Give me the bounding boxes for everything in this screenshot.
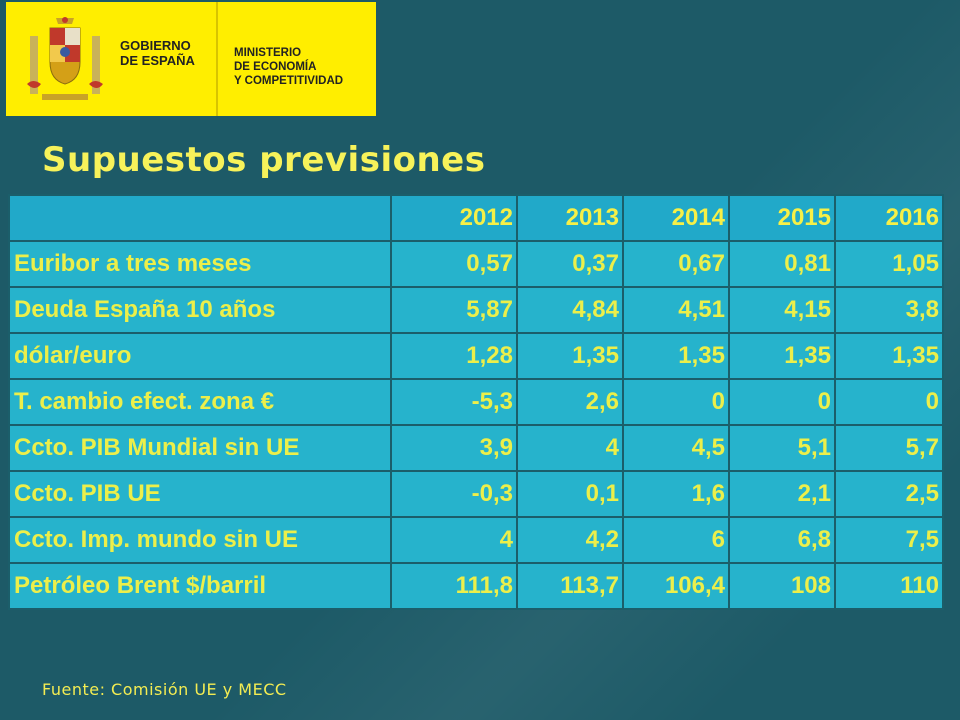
source-note: Fuente: Comisión UE y MECC bbox=[42, 680, 287, 699]
table-cell: 0 bbox=[622, 378, 730, 426]
table-cell: 1,05 bbox=[834, 240, 944, 288]
header-year: 2013 bbox=[516, 194, 624, 242]
ministerio-line-3: Y COMPETITIVIDAD bbox=[234, 75, 344, 87]
table-cell: 0,67 bbox=[622, 240, 730, 288]
header-year: 2015 bbox=[728, 194, 836, 242]
header-year: 2012 bbox=[390, 194, 518, 242]
table-cell: 3,9 bbox=[390, 424, 518, 472]
table-cell: 2,1 bbox=[728, 470, 836, 518]
row-label: dólar/euro bbox=[8, 332, 392, 380]
table-cell: 4,15 bbox=[728, 286, 836, 334]
table-cell: 0 bbox=[834, 378, 944, 426]
table-cell: 0 bbox=[728, 378, 836, 426]
table-cell: 2,5 bbox=[834, 470, 944, 518]
table-cell: 5,87 bbox=[390, 286, 518, 334]
gobierno-line-1: GOBIERNO bbox=[120, 38, 191, 53]
banner-divider bbox=[216, 2, 218, 116]
table-row: Ccto. Imp. mundo sin UE 4 4,2 6 6,8 7,5 bbox=[8, 516, 944, 564]
government-banner: GOBIERNO DE ESPAÑA MINISTERIO DE ECONOMÍ… bbox=[6, 2, 376, 116]
table-cell: 4,84 bbox=[516, 286, 624, 334]
table-cell: 106,4 bbox=[622, 562, 730, 610]
table-cell: 6 bbox=[622, 516, 730, 564]
table-cell: 1,28 bbox=[390, 332, 518, 380]
header-year: 2016 bbox=[834, 194, 944, 242]
table-cell: 7,5 bbox=[834, 516, 944, 564]
page-title: Supuestos previsiones bbox=[42, 140, 486, 180]
table-cell: 110 bbox=[834, 562, 944, 610]
table-row: Euribor a tres meses 0,57 0,37 0,67 0,81… bbox=[8, 240, 944, 288]
row-label: Deuda España 10 años bbox=[8, 286, 392, 334]
ministerio-line-1: MINISTERIO bbox=[234, 47, 302, 59]
header-corner bbox=[8, 194, 392, 242]
table-cell: -5,3 bbox=[390, 378, 518, 426]
table-cell: 1,35 bbox=[516, 332, 624, 380]
gobierno-label: GOBIERNO DE ESPAÑA bbox=[120, 38, 210, 68]
table-cell: 5,1 bbox=[728, 424, 836, 472]
table-row: dólar/euro 1,28 1,35 1,35 1,35 1,35 bbox=[8, 332, 944, 380]
table-cell: 2,6 bbox=[516, 378, 624, 426]
table-cell: 0,1 bbox=[516, 470, 624, 518]
row-label: Ccto. PIB Mundial sin UE bbox=[8, 424, 392, 472]
table-cell: 4,2 bbox=[516, 516, 624, 564]
table-cell: 0,81 bbox=[728, 240, 836, 288]
table-row: Ccto. PIB Mundial sin UE 3,9 4 4,5 5,1 5… bbox=[8, 424, 944, 472]
forecast-table: 2012 2013 2014 2015 2016 Euribor a tres … bbox=[8, 194, 944, 610]
table-cell: 4,5 bbox=[622, 424, 730, 472]
table-cell: 113,7 bbox=[516, 562, 624, 610]
table-cell: 1,35 bbox=[834, 332, 944, 380]
table-cell: 1,35 bbox=[728, 332, 836, 380]
table-cell: 111,8 bbox=[390, 562, 518, 610]
row-label: Euribor a tres meses bbox=[8, 240, 392, 288]
row-label: Ccto. Imp. mundo sin UE bbox=[8, 516, 392, 564]
row-label: T. cambio efect. zona € bbox=[8, 378, 392, 426]
table-cell: 4 bbox=[516, 424, 624, 472]
table-row: Petróleo Brent $/barril 111,8 113,7 106,… bbox=[8, 562, 944, 610]
gobierno-line-2: DE ESPAÑA bbox=[120, 53, 195, 68]
ministerio-label: MINISTERIO DE ECONOMÍA Y COMPETITIVIDAD bbox=[234, 46, 374, 88]
table-cell: 1,6 bbox=[622, 470, 730, 518]
table-cell: 5,7 bbox=[834, 424, 944, 472]
table-cell: 108 bbox=[728, 562, 836, 610]
table-cell: 4 bbox=[390, 516, 518, 564]
header-year: 2014 bbox=[622, 194, 730, 242]
table-row: Deuda España 10 años 5,87 4,84 4,51 4,15… bbox=[8, 286, 944, 334]
row-label: Ccto. PIB UE bbox=[8, 470, 392, 518]
table-row: T. cambio efect. zona € -5,3 2,6 0 0 0 bbox=[8, 378, 944, 426]
table-cell: 4,51 bbox=[622, 286, 730, 334]
table-cell: 1,35 bbox=[622, 332, 730, 380]
table-cell: 0,37 bbox=[516, 240, 624, 288]
table-cell: -0,3 bbox=[390, 470, 518, 518]
ministerio-line-2: DE ECONOMÍA bbox=[234, 61, 317, 73]
table-cell: 3,8 bbox=[834, 286, 944, 334]
table-cell: 6,8 bbox=[728, 516, 836, 564]
table-cell: 0,57 bbox=[390, 240, 518, 288]
coat-of-arms-logo bbox=[27, 17, 103, 100]
table-row: Ccto. PIB UE -0,3 0,1 1,6 2,1 2,5 bbox=[8, 470, 944, 518]
row-label: Petróleo Brent $/barril bbox=[8, 562, 392, 610]
table-header-row: 2012 2013 2014 2015 2016 bbox=[8, 194, 944, 242]
